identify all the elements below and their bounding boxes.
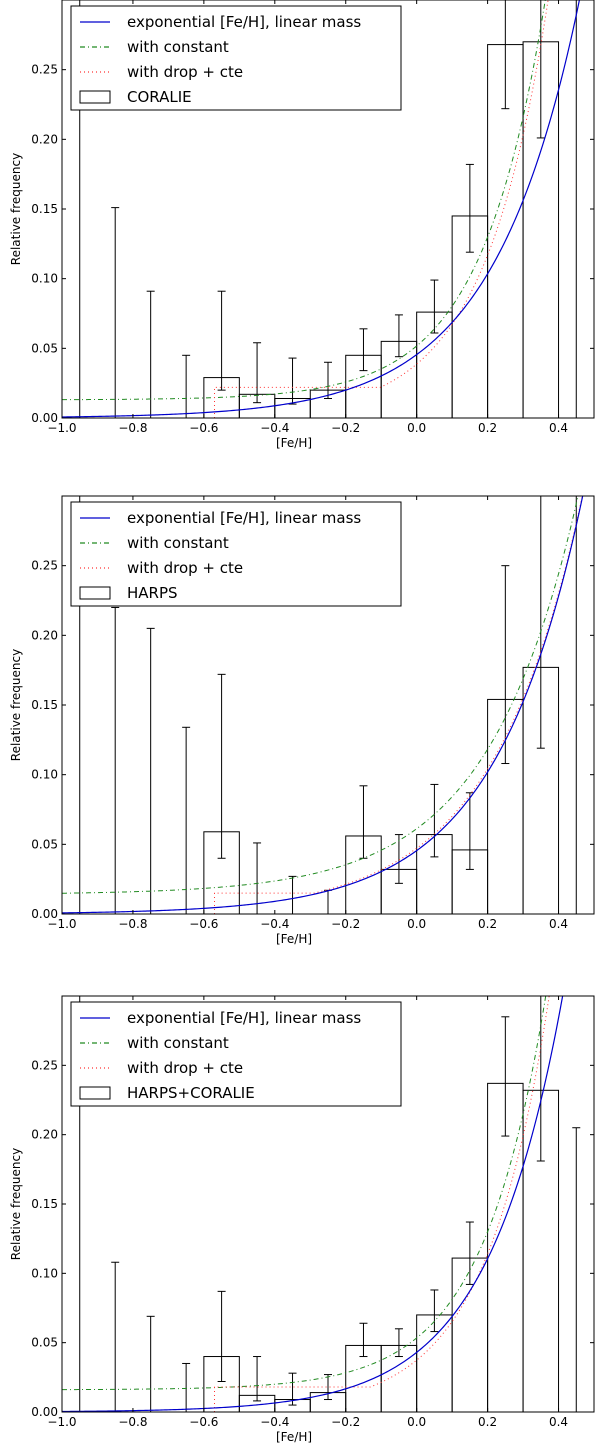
y-tick-label: 0.20 bbox=[31, 628, 58, 642]
x-tick-label: −1.0 bbox=[47, 421, 76, 435]
plot-area bbox=[62, 996, 581, 1412]
y-tick-label: 0.00 bbox=[31, 1405, 58, 1419]
legend-label: HARPS bbox=[127, 584, 178, 602]
legend: exponential [Fe/H], linear mass with cons… bbox=[70, 1001, 402, 1107]
plot-area bbox=[62, 0, 581, 418]
with-constant-curve bbox=[62, 996, 547, 1391]
legend-label: with constant bbox=[127, 534, 229, 552]
y-tick-label: 0.15 bbox=[31, 202, 58, 216]
legend-label: exponential [Fe/H], linear mass bbox=[127, 509, 361, 527]
y-tick-label: 0.10 bbox=[31, 1266, 58, 1280]
x-tick-label: −0.8 bbox=[118, 421, 147, 435]
with-drop-cte-curve bbox=[214, 996, 550, 1412]
exponential-curve bbox=[62, 0, 581, 418]
with-constant-curve bbox=[62, 0, 546, 401]
legend-swatch-bars bbox=[79, 1086, 111, 1100]
panel-harps: −1.0 −0.8 −0.6 −0.4 −0.2 0.0 0.2 0.4 0.00 0.05 0.1… bbox=[9, 495, 595, 946]
x-tick-label: 0.0 bbox=[407, 1415, 426, 1429]
y-tick-label: 0.20 bbox=[31, 132, 58, 146]
legend-box bbox=[70, 5, 402, 111]
exponential-curve bbox=[62, 496, 584, 914]
x-tick-label: −0.2 bbox=[331, 1415, 360, 1429]
legend: exponential [Fe/H], linear mass with cons… bbox=[70, 501, 402, 607]
legend-label: with constant bbox=[127, 1034, 229, 1052]
x-tick-label: −0.8 bbox=[118, 917, 147, 931]
x-tick-label: −0.2 bbox=[331, 421, 360, 435]
y-tick-label: 0.25 bbox=[31, 63, 58, 77]
legend-label: exponential [Fe/H], linear mass bbox=[127, 13, 361, 31]
legend-label: CORALIE bbox=[127, 88, 192, 106]
legend-label: HARPS+CORALIE bbox=[127, 1084, 255, 1102]
x-tick-label: 0.2 bbox=[478, 421, 497, 435]
legend-label: exponential [Fe/H], linear mass bbox=[127, 1009, 361, 1027]
x-tick-label: 0.2 bbox=[478, 917, 497, 931]
x-tick-label: −0.4 bbox=[260, 1415, 289, 1429]
x-tick-label: −0.6 bbox=[189, 917, 218, 931]
exponential-curve bbox=[62, 996, 564, 1412]
y-tick-label: 0.00 bbox=[31, 907, 58, 921]
with-drop-cte-curve bbox=[214, 496, 583, 914]
y-tick-label: 0.10 bbox=[31, 272, 58, 286]
x-tick-label: 0.0 bbox=[407, 917, 426, 931]
y-tick-label: 0.25 bbox=[31, 1058, 58, 1072]
y-tick-label: 0.05 bbox=[31, 341, 58, 355]
y-tick-label: 0.25 bbox=[31, 559, 58, 573]
y-tick-label: 0.15 bbox=[31, 698, 58, 712]
plot-area bbox=[62, 496, 584, 914]
x-tick-label: 0.2 bbox=[478, 1415, 497, 1429]
legend-label: with drop + cte bbox=[127, 1059, 243, 1077]
x-tick-label: −0.2 bbox=[331, 917, 360, 931]
panel-harps-coralie: −1.0 −0.8 −0.6 −0.4 −0.2 0.0 0.2 0.4 0.00 0.05 0.1… bbox=[9, 995, 595, 1444]
y-tick-label: 0.00 bbox=[31, 411, 58, 425]
legend-swatch-bars bbox=[79, 586, 111, 600]
x-tick-label: −1.0 bbox=[47, 1415, 76, 1429]
y-tick-label: 0.10 bbox=[31, 768, 58, 782]
y-tick-label: 0.15 bbox=[31, 1197, 58, 1211]
with-constant-curve bbox=[62, 496, 579, 894]
legend-swatch-bars bbox=[79, 90, 111, 104]
panel-coralie: −1.0 −0.8 −0.6 −0.4 −0.2 0.0 0.2 0.4 0.00 0.05 0.1… bbox=[9, 0, 595, 450]
legend-box bbox=[70, 501, 402, 607]
x-axis-label: [Fe/H] bbox=[276, 436, 312, 450]
y-axis-label: Relative frequency bbox=[9, 153, 23, 265]
legend: exponential [Fe/H], linear mass with cons… bbox=[70, 5, 402, 111]
legend-label: with drop + cte bbox=[127, 559, 243, 577]
x-axis-label: [Fe/H] bbox=[276, 1430, 312, 1444]
x-tick-label: −0.8 bbox=[118, 1415, 147, 1429]
x-tick-label: −0.4 bbox=[260, 421, 289, 435]
x-axis-label: [Fe/H] bbox=[276, 932, 312, 946]
legend-box bbox=[70, 1001, 402, 1107]
y-axis-label: Relative frequency bbox=[9, 1148, 23, 1260]
x-tick-label: 0.4 bbox=[549, 1415, 568, 1429]
x-tick-label: −1.0 bbox=[47, 917, 76, 931]
x-tick-label: −0.6 bbox=[189, 421, 218, 435]
x-tick-label: −0.6 bbox=[189, 1415, 218, 1429]
x-tick-label: 0.4 bbox=[549, 421, 568, 435]
x-tick-label: 0.4 bbox=[549, 917, 568, 931]
x-tick-label: 0.0 bbox=[407, 421, 426, 435]
y-tick-label: 0.05 bbox=[31, 837, 58, 851]
legend-label: with constant bbox=[127, 38, 229, 56]
legend-label: with drop + cte bbox=[127, 63, 243, 81]
y-tick-label: 0.05 bbox=[31, 1336, 58, 1350]
y-tick-label: 0.20 bbox=[31, 1128, 58, 1142]
y-axis-label: Relative frequency bbox=[9, 649, 23, 761]
x-tick-label: −0.4 bbox=[260, 917, 289, 931]
